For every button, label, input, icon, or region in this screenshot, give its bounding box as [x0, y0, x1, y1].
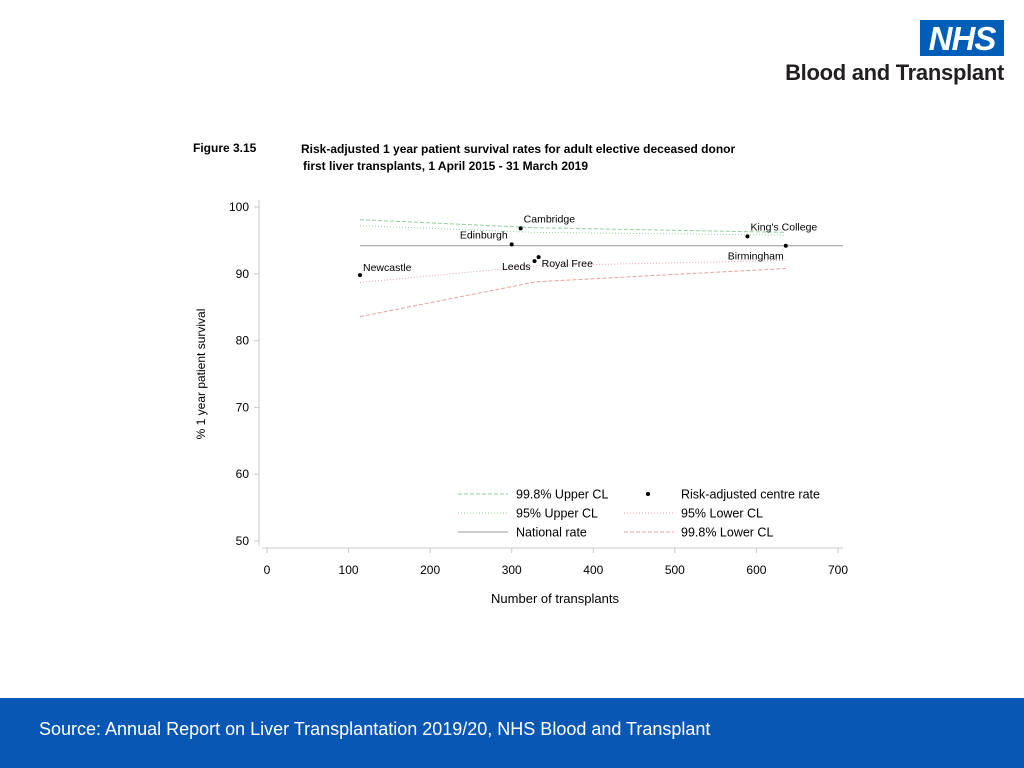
legend-symbol-risk-adjusted-centre-rate	[646, 492, 650, 496]
y-tick-label: 90	[236, 267, 250, 281]
centre-point-birmingham	[783, 243, 788, 248]
centre-label-edinburgh: Edinburgh	[460, 229, 508, 241]
centre-point-edinburgh	[509, 242, 514, 247]
x-tick-label: 0	[264, 563, 271, 577]
nhs-logo-subtitle: Blood and Transplant	[785, 60, 1004, 85]
legend-label-99-8-upper-cl: 99.8% Upper CL	[516, 488, 608, 502]
source-text: Source: Annual Report on Liver Transplan…	[39, 719, 711, 739]
figure-title-line-2: first liver transplants, 1 April 2015 - …	[303, 159, 589, 173]
legend-label-99-8-lower-cl: 99.8% Lower CL	[681, 526, 773, 540]
chart-axes: 50 60 70 80 90 100 0 100 200 300 400 500 600 700 Numbe…	[194, 200, 848, 606]
x-tick-label: 600	[746, 563, 766, 577]
figure-title-line-1: Risk-adjusted 1 year patient survival ra…	[301, 142, 736, 156]
centre-point-royal-free	[536, 255, 541, 260]
x-tick-label: 100	[339, 563, 359, 577]
x-tick-label: 700	[828, 563, 848, 577]
y-tick-label: 50	[236, 534, 250, 548]
y-tick-label: 70	[236, 400, 250, 414]
nhs-logo: NHS	[920, 20, 1004, 57]
centre-point-cambridge	[518, 226, 523, 231]
chart-legend: 99.8% Upper CL Risk-adjusted centre rate 9…	[458, 488, 820, 540]
x-tick-label: 200	[420, 563, 440, 577]
legend-label-95-lower-cl: 95% Lower CL	[681, 507, 763, 521]
centre-label-birmingham: Birmingham	[728, 251, 784, 263]
centre-label-leeds: Leeds	[502, 261, 531, 273]
y-tick-label: 100	[229, 200, 249, 214]
nhs-logo-mark: NHS	[928, 20, 997, 57]
figure-title: Risk-adjusted 1 year patient survival ra…	[301, 141, 735, 175]
centre-point-king-s-college	[745, 234, 750, 239]
legend-label-national-rate: National rate	[516, 526, 587, 540]
centre-label-newcastle: Newcastle	[363, 262, 412, 274]
centre-points: Newcastle Edinburgh Cambridge Leeds Royal Fr…	[357, 213, 817, 278]
x-tick-label: 300	[502, 563, 522, 577]
legend-label-95-upper-cl: 95% Upper CL	[516, 507, 598, 521]
y-tick-label: 60	[236, 467, 250, 481]
figure-label: Figure 3.15	[193, 141, 257, 155]
x-tick-label: 400	[583, 563, 603, 577]
y-tick-label: 80	[236, 334, 250, 348]
control-limit-99-8-upper-cl	[359, 219, 786, 233]
control-limit-99-8-lower-cl	[359, 268, 786, 318]
y-axis-title: % 1 year patient survival	[194, 309, 208, 440]
control-limit-95-upper-cl	[359, 225, 786, 236]
centre-label-royal-free: Royal Free	[542, 258, 594, 270]
centre-point-newcastle	[357, 273, 362, 278]
legend-label-risk-adjusted-centre-rate: Risk-adjusted centre rate	[681, 488, 820, 502]
centre-label-king-s-college: King's College	[750, 221, 817, 233]
x-axis-title: Number of transplants	[491, 591, 619, 606]
control-limit-lines	[359, 219, 843, 318]
funnel-plot: 50 60 70 80 90 100 0 100 200 300 400 500 600 700 Numbe…	[194, 200, 848, 606]
centre-label-cambridge: Cambridge	[524, 213, 576, 225]
source-footer: Source: Annual Report on Liver Transplan…	[0, 698, 1024, 768]
x-tick-label: 500	[665, 563, 685, 577]
centre-point-leeds	[532, 259, 537, 264]
